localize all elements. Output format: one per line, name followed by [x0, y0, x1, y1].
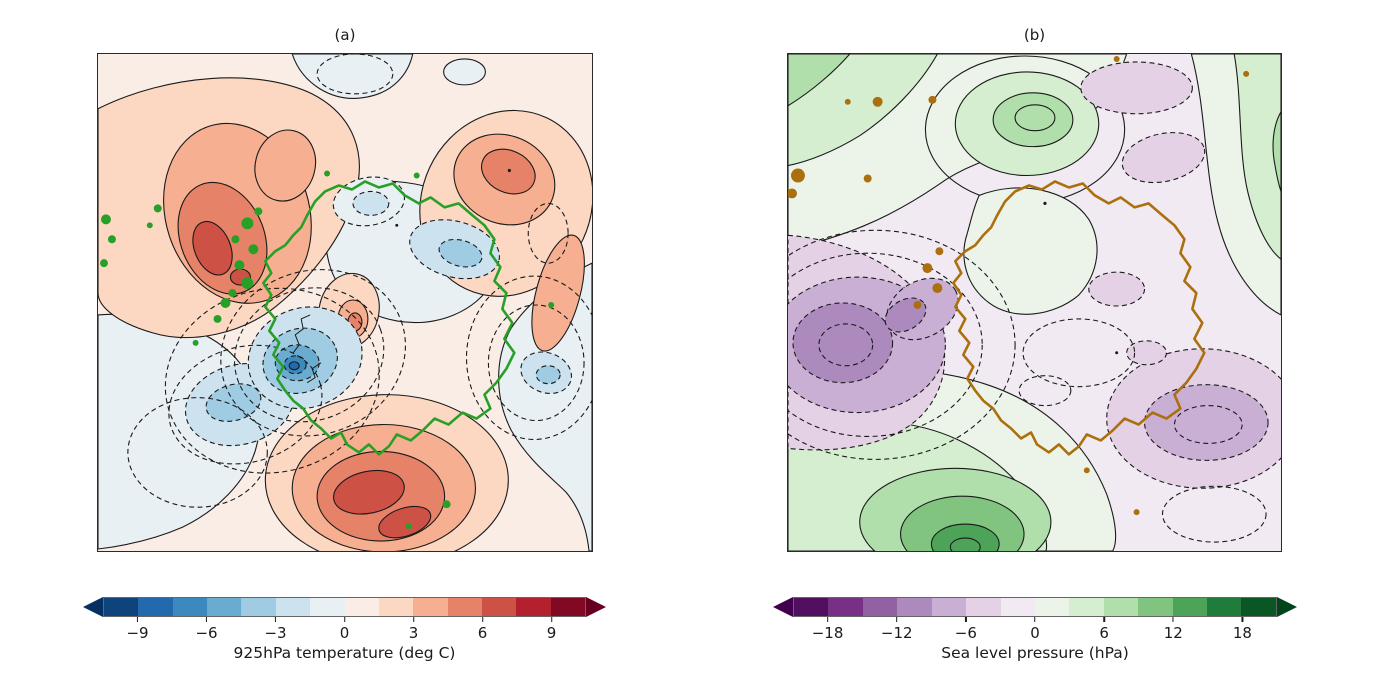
colorbar-segment — [794, 598, 829, 616]
colorbar-tick: −3 — [264, 617, 287, 642]
map-b-low-pressure-regions — [788, 61, 1281, 489]
colorbar-a-label: 925hPa temperature (deg C) — [233, 644, 456, 662]
map-b-negative-contour-lines — [788, 229, 1267, 543]
colorbar-tick-label: 0 — [1030, 624, 1040, 642]
pressure-anomaly-map — [788, 54, 1281, 551]
colorbar-tick-label: 6 — [477, 624, 488, 642]
colorbar-segment — [378, 598, 414, 616]
colorbar-tick-label: 9 — [546, 624, 557, 642]
map-a-extrema-dots — [395, 168, 511, 227]
colorbar-segment — [172, 598, 208, 616]
colorbar-a-gradient — [103, 597, 586, 617]
colorbar-b: −18 −12 −6 0 6 12 18 — [773, 597, 1297, 642]
colorbar-tick-label: 18 — [1232, 624, 1252, 642]
colorbar-segment — [1034, 598, 1070, 616]
colorbar-a-over-arrow — [586, 597, 606, 617]
colorbar-tick: 6 — [477, 617, 488, 642]
colorbar-segment — [447, 598, 482, 616]
map-b-extrema-dots — [1043, 201, 1119, 355]
map-a-negative-contour-lines — [127, 54, 592, 508]
panel-a-map — [97, 53, 593, 552]
colorbar-b-under-arrow — [773, 597, 793, 617]
colorbar-segment — [413, 598, 448, 616]
colorbar-tick: 3 — [408, 617, 419, 642]
colorbar-a: −9 −6 −3 0 3 6 9 — [83, 597, 606, 642]
antarctica-coastline-b — [952, 180, 1206, 456]
colorbar-tick-label: 12 — [1163, 624, 1183, 642]
colorbar-segment — [138, 598, 173, 616]
colorbar-tick-label: −9 — [126, 624, 149, 642]
colorbar-tick-label: −6 — [954, 624, 977, 642]
map-a-cold-cores — [184, 176, 573, 447]
colorbar-segment — [310, 598, 345, 616]
colorbar-segment — [897, 598, 932, 616]
colorbar-segment — [275, 598, 311, 616]
colorbar-segment — [516, 598, 551, 616]
colorbar-tick-label: −12 — [880, 624, 913, 642]
colorbar-segment — [241, 598, 276, 616]
islands-a — [99, 170, 555, 530]
temperature-anomaly-map — [98, 54, 592, 551]
colorbar-tick: 9 — [546, 617, 557, 642]
colorbar-tick: −9 — [126, 617, 149, 642]
colorbar-segment — [1138, 598, 1173, 616]
colorbar-segment — [104, 598, 139, 616]
colorbar-tick: 0 — [339, 617, 350, 642]
colorbar-segment — [344, 598, 379, 616]
colorbar-segment — [862, 598, 898, 616]
colorbar-segment — [1241, 598, 1276, 616]
colorbar-tick-label: 6 — [1099, 624, 1109, 642]
islands-b — [788, 55, 1250, 516]
colorbar-tick: 18 — [1233, 617, 1252, 642]
panel-a-title: (a) — [334, 26, 356, 44]
colorbar-tick: −6 — [955, 617, 977, 642]
colorbar-segment — [828, 598, 863, 616]
colorbar-b-gradient — [793, 597, 1277, 617]
colorbar-segment — [481, 598, 517, 616]
colorbar-b-label: Sea level pressure (hPa) — [941, 644, 1129, 662]
panel-b-title: (b) — [1023, 26, 1046, 44]
panel-b-map — [787, 53, 1282, 552]
colorbar-b-over-arrow — [1277, 597, 1297, 617]
colorbar-a-under-arrow — [83, 597, 103, 617]
colorbar-segment — [1103, 598, 1139, 616]
colorbar-segment — [1000, 598, 1035, 616]
colorbar-tick: 12 — [1164, 617, 1183, 642]
colorbar-segment — [1207, 598, 1242, 616]
colorbar-tick: −12 — [881, 617, 913, 642]
colorbar-tick-label: 0 — [339, 624, 350, 642]
colorbar-tick-label: 3 — [408, 624, 419, 642]
antarctica-coastline-a — [262, 180, 516, 456]
colorbar-segment — [966, 598, 1001, 616]
colorbar-tick-label: −6 — [195, 624, 218, 642]
colorbar-segment — [207, 598, 242, 616]
colorbar-segment — [1069, 598, 1104, 616]
colorbar-tick-label: −18 — [811, 624, 844, 642]
colorbar-tick-label: −3 — [264, 624, 287, 642]
colorbar-segment — [931, 598, 967, 616]
colorbar-tick: 6 — [1099, 617, 1109, 642]
colorbar-tick: 0 — [1030, 617, 1040, 642]
colorbar-segment — [550, 598, 586, 616]
colorbar-segment — [1172, 598, 1208, 616]
colorbar-tick: −18 — [811, 617, 844, 642]
colorbar-tick: −6 — [195, 617, 218, 642]
